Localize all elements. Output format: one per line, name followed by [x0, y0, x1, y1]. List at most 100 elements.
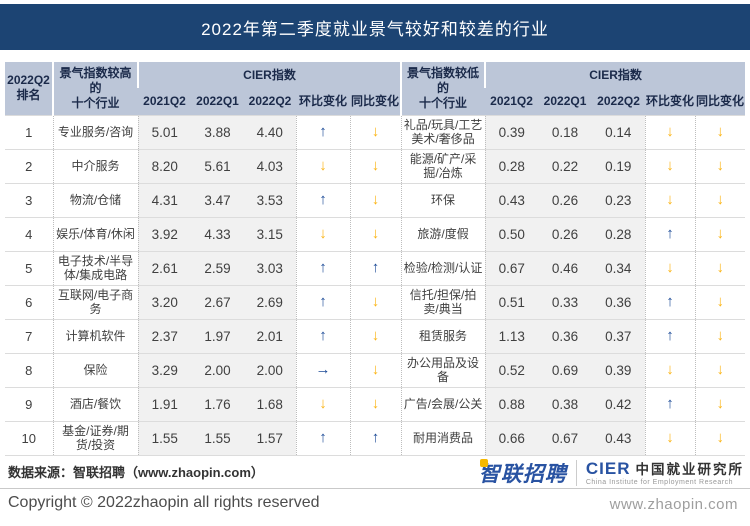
right-group-header: 景气指数较低的 十个行业 — [400, 62, 486, 115]
right-yoy-header: 同比变化 — [695, 88, 746, 115]
yoy-change-cell: ↓ — [349, 182, 402, 217]
cier-value-cell: 0.23 — [592, 182, 646, 217]
cier-value-cell: 1.97 — [191, 318, 244, 353]
trend-down-arrow-icon: ↓ — [319, 157, 327, 174]
trend-down-arrow-icon: ↓ — [716, 293, 725, 310]
left-industry-cell: 酒店/餐饮 — [52, 386, 138, 421]
left-industry-cell: 专业服务/咨询 — [52, 114, 138, 149]
left-industry-cell: 互联网/电子商务 — [52, 284, 138, 319]
trend-down-arrow-icon: ↓ — [371, 191, 380, 208]
cier-value-cell: 0.39 — [592, 352, 646, 387]
right-industry-cell: 租赁服务 — [400, 318, 486, 353]
trend-up-arrow-icon: ↑ — [371, 259, 380, 276]
cier-value-cell: 4.33 — [191, 216, 244, 251]
right-industry-cell: 广告/会展/公关 — [400, 386, 486, 421]
trend-down-arrow-icon: ↓ — [666, 191, 674, 208]
rank-cell: 1 — [5, 114, 53, 149]
trend-down-arrow-icon: ↓ — [666, 259, 674, 276]
yoy-change-cell: ↓ — [694, 284, 746, 319]
table-row: 4 娱乐/体育/休闲 3.92 4.33 3.15 ↓ ↓ 旅游/度假 0.50… — [5, 216, 746, 251]
mom-change-cell: ↑ — [644, 216, 696, 251]
right-q1-header: 2021Q2 — [485, 88, 539, 115]
mom-change-cell: ↑ — [295, 420, 350, 456]
right-industry-cell: 礼品/玩具/工艺美术/奢侈品 — [400, 114, 486, 149]
yoy-change-cell: ↑ — [349, 420, 402, 456]
cier-value-cell: 0.33 — [538, 284, 593, 319]
trend-down-arrow-icon: ↓ — [716, 361, 725, 378]
trend-down-arrow-icon: ↓ — [716, 429, 725, 446]
footer-divider — [0, 488, 750, 489]
left-industry-cell: 电子技术/半导体/集成电路 — [52, 250, 138, 285]
cier-value-cell: 0.34 — [592, 250, 646, 285]
mom-change-cell: ↓ — [644, 148, 696, 183]
yoy-change-cell: ↓ — [694, 216, 746, 251]
yoy-change-cell: ↓ — [349, 284, 402, 319]
cier-value-cell: 0.36 — [538, 318, 593, 353]
trend-down-arrow-icon: ↓ — [371, 293, 380, 310]
yoy-change-cell: ↓ — [349, 352, 402, 387]
yoy-change-cell: ↓ — [694, 148, 746, 183]
logo-separator — [575, 460, 577, 486]
cier-value-cell: 1.57 — [244, 420, 296, 456]
yoy-change-cell: ↓ — [694, 386, 746, 421]
mom-change-cell: ↓ — [295, 216, 350, 251]
trend-down-arrow-icon: ↓ — [371, 395, 380, 412]
cier-value-cell: 3.20 — [137, 284, 191, 319]
right-mom-header: 环比变化 — [645, 88, 696, 115]
trend-down-arrow-icon: ↓ — [716, 327, 725, 344]
cier-value-cell: 0.38 — [538, 386, 593, 421]
table-row: 7 计算机软件 2.37 1.97 2.01 ↑ ↓ 租赁服务 1.13 0.3… — [5, 318, 746, 353]
trend-down-arrow-icon: ↓ — [716, 395, 725, 412]
zhaopin-logo-text: 智联招聘 — [478, 463, 567, 486]
trend-down-arrow-icon: ↓ — [371, 225, 380, 242]
mom-change-cell: ↑ — [295, 182, 350, 217]
trend-up-arrow-icon: ↑ — [319, 429, 327, 446]
mom-change-cell: ↑ — [295, 284, 350, 319]
trend-down-arrow-icon: ↓ — [666, 157, 674, 174]
cier-value-cell: 8.20 — [137, 148, 191, 183]
cier-value-cell: 2.67 — [191, 284, 244, 319]
trend-down-arrow-icon: ↓ — [716, 225, 725, 242]
cier-value-cell: 0.67 — [484, 250, 539, 285]
copyright-note: Copyright © 2022zhaopin all rights reser… — [8, 494, 320, 511]
cier-value-cell: 2.59 — [191, 250, 244, 285]
rank-cell: 4 — [5, 216, 53, 251]
trend-down-arrow-icon: ↓ — [716, 259, 725, 276]
right-industry-cell: 能源/矿产/采掘/冶炼 — [400, 148, 486, 183]
left-group-header: 景气指数较高的 十个行业 — [52, 62, 138, 115]
left-industry-cell: 物流/仓储 — [52, 182, 138, 217]
cier-value-cell: 0.88 — [484, 386, 539, 421]
trend-down-arrow-icon: ↓ — [716, 157, 725, 174]
cier-value-cell: 0.50 — [484, 216, 539, 251]
cier-value-cell: 3.53 — [244, 182, 296, 217]
right-cier-header: CIER指数 — [484, 62, 746, 88]
mom-change-cell: ↑ — [644, 386, 696, 421]
left-industry-cell: 计算机软件 — [52, 318, 138, 353]
mom-change-cell: ↑ — [295, 250, 350, 285]
cier-value-cell: 5.01 — [137, 114, 191, 149]
trend-up-arrow-icon: ↑ — [319, 259, 327, 276]
industry-prosperity-table: 2022Q2 排名 景气指数较高的 十个行业 CIER指数 景气指数较低的 十个… — [5, 62, 746, 456]
cier-value-cell: 0.22 — [538, 148, 593, 183]
rank-cell: 5 — [5, 250, 53, 285]
cier-value-cell: 0.36 — [592, 284, 646, 319]
website-url: www.zhaopin.com — [609, 496, 738, 513]
right-industry-cell: 办公用品及设备 — [400, 352, 486, 387]
cier-value-cell: 5.61 — [191, 148, 244, 183]
mom-change-cell: ↓ — [644, 352, 696, 387]
cier-value-cell: 1.55 — [137, 420, 191, 456]
footer-logos: 智联招聘 CIER 中国就业研究所 China Institute for Em… — [479, 458, 744, 488]
rank-cell: 7 — [5, 318, 53, 353]
trend-up-arrow-icon: ↑ — [666, 395, 674, 412]
right-industry-cell: 耐用消费品 — [400, 420, 486, 456]
rank-cell: 10 — [5, 420, 53, 456]
cier-value-cell: 0.37 — [592, 318, 646, 353]
cier-logo: CIER 中国就业研究所 China Institute for Employm… — [586, 460, 744, 486]
cier-value-cell: 0.69 — [538, 352, 593, 387]
cier-value-cell: 2.37 — [137, 318, 191, 353]
cier-value-cell: 0.26 — [538, 182, 593, 217]
left-industry-cell: 基金/证券/期货/投资 — [52, 420, 138, 456]
cier-value-cell: 1.68 — [244, 386, 296, 421]
cier-value-cell: 1.91 — [137, 386, 191, 421]
